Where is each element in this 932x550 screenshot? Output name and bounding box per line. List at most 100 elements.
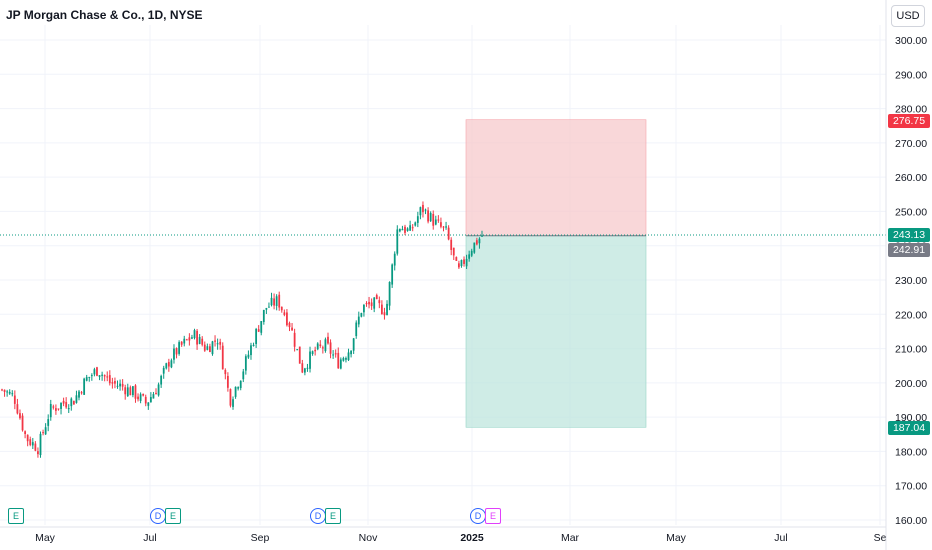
candle-body (211, 341, 214, 355)
candle-body (242, 371, 245, 380)
candle-body (406, 228, 409, 231)
time-tick-label: May (666, 532, 687, 544)
candle-body (347, 352, 350, 361)
candle-body (96, 367, 98, 376)
candle-body (55, 408, 57, 411)
candle-body (42, 432, 44, 434)
candle-body (144, 396, 147, 404)
current-price-tag: 243.13 (888, 228, 930, 242)
candle-body (437, 219, 440, 221)
candle-body (473, 242, 476, 253)
candle-body (296, 349, 299, 351)
price-tick-label: 260.00 (895, 172, 927, 184)
candle-body (452, 247, 455, 256)
candle-body (363, 305, 365, 313)
earnings-event-icon[interactable]: E (165, 508, 181, 524)
candle-body (119, 383, 121, 387)
candle-body (60, 402, 62, 409)
candle-body (160, 375, 163, 385)
candle-body (239, 380, 242, 388)
candle-body (108, 375, 111, 384)
candle-body (170, 360, 173, 368)
candle-body (198, 336, 201, 344)
candle-body (468, 254, 471, 259)
candle-body (334, 353, 337, 355)
candle-body (6, 391, 9, 393)
take-profit-zone (465, 235, 647, 428)
candle-body (167, 362, 170, 367)
candle-body (201, 338, 204, 345)
candle-body (422, 204, 424, 213)
candle-body (129, 387, 132, 396)
target-price-tag: 187.04 (888, 421, 930, 435)
candle-body (298, 346, 301, 364)
candle-body (278, 294, 281, 308)
candle-body (409, 225, 412, 231)
candle-body (226, 375, 229, 388)
candle-body (139, 394, 142, 401)
dividend-event-icon[interactable]: D (150, 508, 166, 524)
candle-body (329, 342, 332, 354)
candle-body (183, 338, 186, 344)
candle-body (90, 375, 93, 377)
upcoming-earnings-event-icon[interactable]: E (485, 508, 501, 524)
time-tick-label: May (35, 532, 56, 544)
candle-body (134, 385, 137, 399)
candle-body (8, 391, 11, 394)
candle-body (450, 239, 453, 250)
candle-body (275, 296, 278, 306)
candle-body (378, 300, 381, 304)
price-tick-label: 270.00 (895, 138, 927, 150)
candle-body (324, 339, 327, 352)
candle-body (173, 348, 175, 360)
time-tick-label: Nov (359, 532, 378, 544)
candle-body (357, 316, 360, 325)
candle-body (88, 376, 91, 378)
candle-body (93, 369, 96, 375)
candle-body (306, 367, 309, 369)
candle-body (126, 387, 129, 397)
candle-body (165, 363, 168, 369)
candle-body (388, 281, 391, 306)
candle-body (149, 397, 152, 403)
candle-body (470, 250, 473, 256)
candle-body (234, 386, 237, 397)
candle-body (147, 402, 150, 406)
dividend-event-icon[interactable]: D (310, 508, 326, 524)
price-tick-label: 160.00 (895, 515, 927, 527)
candle-body (273, 298, 275, 306)
earnings-event-icon[interactable]: E (8, 508, 24, 524)
candle-body (16, 404, 19, 414)
candle-body (132, 386, 134, 396)
dividend-event-icon[interactable]: D (470, 508, 486, 524)
time-tick-label: Se (874, 532, 887, 544)
currency-button[interactable]: USD (891, 5, 925, 27)
candle-body (386, 303, 388, 316)
candle-body (280, 306, 283, 311)
candle-body (380, 304, 383, 315)
price-tick-label: 280.00 (895, 104, 927, 116)
candle-body (224, 369, 227, 375)
candle-body (1, 389, 3, 391)
candle-body (67, 408, 70, 410)
candles-layer (1, 201, 483, 458)
candle-body (114, 381, 116, 384)
earnings-event-icon[interactable]: E (325, 508, 341, 524)
candle-body (180, 341, 183, 345)
candle-body (301, 363, 304, 373)
candle-body (196, 330, 198, 345)
candle-body (175, 348, 178, 355)
candle-body (124, 387, 127, 395)
candle-body (13, 395, 16, 404)
candle-body (352, 338, 355, 351)
candle-body (268, 306, 270, 308)
candle-body (383, 312, 386, 316)
candle-body (155, 392, 157, 395)
candle-body (78, 391, 80, 398)
price-tick-label: 210.00 (895, 344, 927, 356)
stop-loss-zone (465, 119, 647, 237)
time-tick-label: Mar (561, 532, 580, 544)
candle-body (465, 258, 468, 267)
